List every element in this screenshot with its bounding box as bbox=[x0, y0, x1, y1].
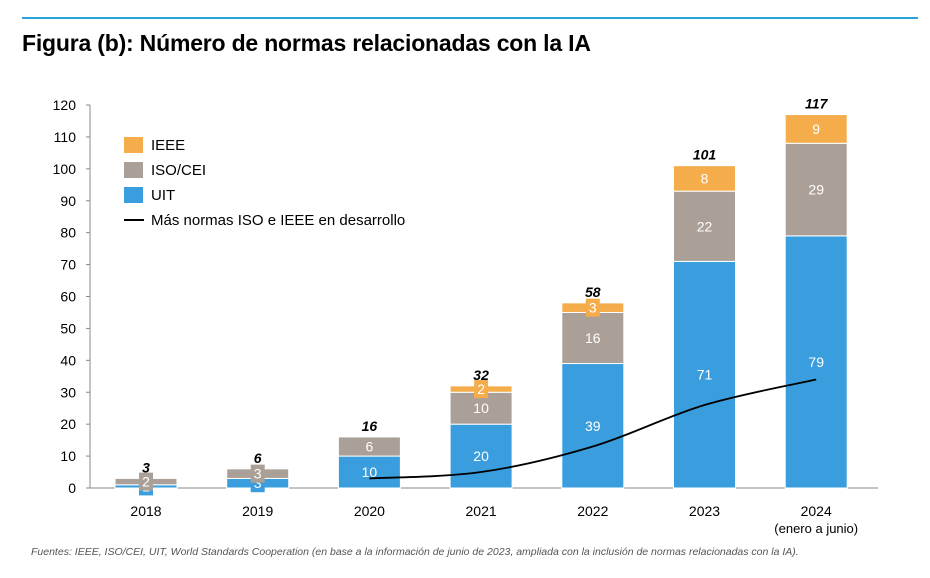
data-label: 2 bbox=[477, 381, 485, 397]
bar-segment-ieee bbox=[784, 114, 848, 144]
data-label: 8 bbox=[701, 170, 709, 186]
legend-swatch bbox=[124, 162, 143, 178]
y-tick-label: 110 bbox=[54, 129, 77, 145]
data-label: 71 bbox=[697, 367, 713, 383]
bar-segment-iso-cei bbox=[337, 436, 401, 457]
data-label: 79 bbox=[808, 354, 824, 370]
data-label: 6 bbox=[366, 439, 374, 455]
x-tick-label: 2024 bbox=[801, 503, 832, 519]
data-label: 20 bbox=[473, 448, 489, 464]
legend-swatch bbox=[124, 137, 143, 153]
bar-segment-uit bbox=[337, 455, 401, 489]
trend-line bbox=[369, 378, 817, 480]
data-label: 9 bbox=[812, 121, 820, 137]
y-tick-label: 40 bbox=[60, 352, 76, 368]
x-tick-label: 2023 bbox=[689, 503, 720, 519]
x-tick-label: 2022 bbox=[577, 503, 608, 519]
total-label: 117 bbox=[805, 96, 829, 112]
x-tick-label: 2018 bbox=[130, 503, 161, 519]
bar-segment-ieee bbox=[673, 165, 736, 192]
total-label: 58 bbox=[585, 284, 601, 300]
source-note: Fuentes: IEEE, ISO/CEI, UIT, World Stand… bbox=[31, 546, 799, 558]
y-tick-label: 50 bbox=[60, 320, 76, 336]
x-tick-sublabel: (enero a junio) bbox=[774, 521, 858, 536]
y-tick-label: 60 bbox=[60, 289, 76, 305]
total-label: 3 bbox=[142, 459, 150, 475]
legend-swatch bbox=[124, 187, 143, 203]
bar-segment-uit bbox=[673, 260, 736, 489]
legend-label: IEEE bbox=[151, 137, 185, 154]
data-label: 16 bbox=[585, 330, 601, 346]
y-tick-label: 90 bbox=[60, 193, 76, 209]
y-tick-label: 10 bbox=[60, 448, 76, 464]
y-tick-label: 80 bbox=[60, 225, 76, 241]
bar-segment-uit bbox=[449, 423, 513, 489]
x-tick-label: 2021 bbox=[466, 503, 497, 519]
bar-segment-uit bbox=[784, 235, 848, 489]
y-tick-label: 20 bbox=[60, 416, 76, 432]
total-label: 32 bbox=[473, 367, 489, 383]
x-tick-label: 2019 bbox=[242, 503, 273, 519]
data-label: 22 bbox=[697, 218, 713, 234]
data-label: 29 bbox=[808, 182, 824, 198]
top-rule bbox=[22, 17, 918, 19]
chart-title: Figura (b): Número de normas relacionada… bbox=[22, 30, 591, 56]
bar-segment-iso-cei bbox=[561, 311, 625, 365]
total-label: 16 bbox=[362, 418, 378, 434]
total-label: 101 bbox=[693, 147, 717, 163]
y-tick-label: 0 bbox=[68, 480, 76, 496]
x-tick-label: 2020 bbox=[354, 503, 385, 519]
y-tick-label: 100 bbox=[53, 161, 77, 177]
data-label-badge bbox=[139, 472, 153, 491]
bar-segment-uit bbox=[561, 363, 625, 489]
bar-segment-iso-cei bbox=[784, 142, 848, 237]
data-label: 3 bbox=[589, 300, 597, 316]
data-label: 10 bbox=[362, 464, 378, 480]
data-label: 2 bbox=[142, 474, 150, 490]
data-label-badge bbox=[585, 298, 600, 317]
data-label: 10 bbox=[473, 400, 489, 416]
y-tick-label: 30 bbox=[60, 384, 76, 400]
data-label: 3 bbox=[254, 475, 262, 491]
legend-label: Más normas ISO e IEEE en desarrollo bbox=[151, 212, 405, 229]
data-label-badge bbox=[250, 464, 265, 483]
y-tick-label: 120 bbox=[53, 97, 77, 113]
legend-label: ISO/CEI bbox=[151, 162, 206, 179]
data-label: 39 bbox=[585, 418, 601, 434]
data-label-badge bbox=[474, 380, 489, 399]
data-label: 3 bbox=[254, 466, 262, 482]
y-tick-label: 70 bbox=[60, 257, 76, 273]
legend-label: UIT bbox=[151, 187, 175, 204]
bar-segment-iso-cei bbox=[673, 190, 736, 262]
total-label: 6 bbox=[254, 450, 262, 466]
